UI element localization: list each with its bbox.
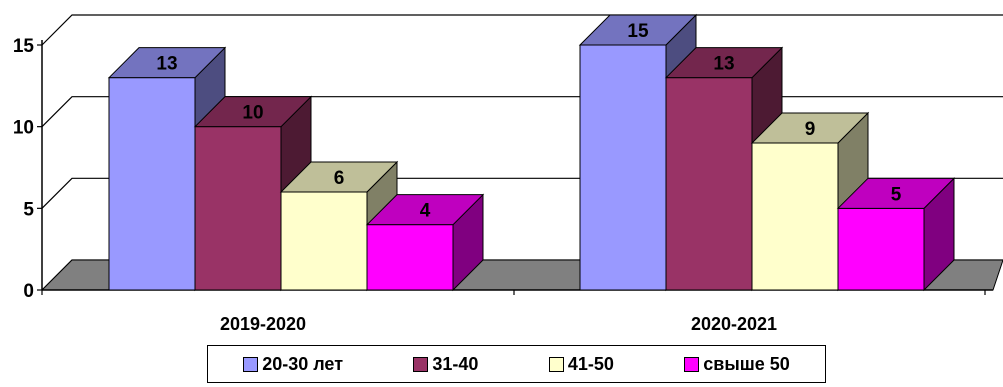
y-tick-label-0: 0 (23, 281, 34, 302)
value-label-1-3: 5 (891, 184, 902, 205)
legend-label-0: 20-30 лет (262, 353, 344, 374)
value-label-1-1: 13 (713, 54, 734, 75)
y-tick-label-2: 10 (13, 118, 34, 139)
legend-item-2: 41-50 (548, 353, 614, 375)
value-label-0-1: 10 (242, 103, 263, 124)
legend-swatch-0 (243, 356, 259, 372)
legend-item-3: свыше 50 (684, 353, 790, 375)
bar-0-3 (365, 193, 485, 292)
labels: 0 5 10 15 13 10 6 4 2019-2020 15 13 9 5 2020-2021 (13, 21, 902, 334)
legend: 20-30 лет 31-40 41-50 свыше 50 (207, 345, 826, 383)
value-label-1-0: 15 (627, 21, 649, 42)
legend-swatch-2 (548, 356, 564, 372)
legend-item-0: 20-30 лет (243, 354, 343, 375)
category-label-1: 2020-2021 (691, 314, 777, 334)
value-label-1-2: 9 (805, 119, 816, 140)
y-tick-label-3: 15 (13, 36, 35, 57)
legend-label-3: свыше 50 (703, 353, 790, 374)
category-label-0: 2019-2020 (220, 314, 306, 334)
bar-1-3 (836, 177, 956, 292)
bars (107, 13, 956, 292)
value-label-0-2: 6 (334, 168, 345, 189)
y-tick-label-1: 5 (23, 199, 34, 220)
legend-label-2: 41-50 (567, 353, 614, 374)
legend-item-1: 31-40 (413, 354, 478, 375)
value-label-0-3: 4 (420, 201, 431, 222)
gridline-3 (41, 14, 1003, 46)
chart: 0 5 10 15 13 10 6 4 2019-2020 15 13 9 5 2020-2021 (13, 13, 1003, 334)
legend-swatch-1 (413, 356, 429, 372)
legend-swatch-3 (684, 356, 700, 372)
value-label-0-0: 13 (156, 54, 177, 75)
legend-label-1: 31-40 (432, 353, 479, 374)
